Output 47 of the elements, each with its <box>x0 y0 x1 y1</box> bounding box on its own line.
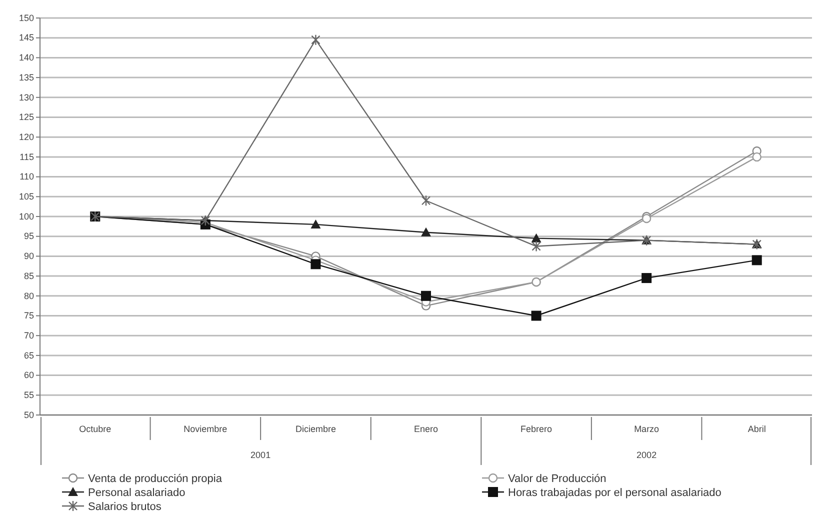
x-tick-label: Marzo <box>634 424 660 434</box>
y-tick-label: 135 <box>18 72 34 82</box>
point <box>311 34 320 46</box>
x-tick-label: Abril <box>748 424 766 434</box>
legend-label: Personal asalariado <box>88 486 186 499</box>
y-tick-label: 120 <box>18 132 34 142</box>
y-tick-label: 105 <box>18 192 34 202</box>
y-tick-label: 50 <box>24 410 34 420</box>
y-tick-label: 95 <box>24 231 34 242</box>
y-tick-label: 125 <box>18 112 34 122</box>
x-tick-label: Noviembre <box>184 424 228 434</box>
y-tick-label: 65 <box>24 350 34 360</box>
point <box>531 310 542 321</box>
legend-label: Venta de producción propia <box>88 472 223 485</box>
point <box>310 259 321 270</box>
y-tick-label: 90 <box>24 251 34 262</box>
point <box>310 219 321 228</box>
point <box>531 233 542 242</box>
text: 2001 <box>250 450 271 460</box>
x-tick-label: Febrero <box>520 424 552 434</box>
point <box>532 240 541 252</box>
point <box>421 227 431 236</box>
text: 2002 <box>636 450 657 460</box>
point <box>421 195 431 206</box>
y-tick-label: 150 <box>18 12 34 23</box>
y-tick-label: 75 <box>24 310 34 321</box>
x-tick-label: Octubre <box>79 424 112 434</box>
legend-label: Horas trabajadas por el personal asalariado <box>508 486 722 499</box>
legend-label: Valor de Producción <box>508 472 606 485</box>
y-tick-label: 80 <box>24 290 34 301</box>
point <box>752 152 762 162</box>
x-tick-label: Enero <box>414 424 438 434</box>
y-tick-label: 70 <box>24 330 34 340</box>
point <box>421 290 431 301</box>
y-tick-label: 60 <box>24 370 34 380</box>
y-tick-label: 115 <box>20 152 34 162</box>
legend-label: Salarios brutos <box>88 500 162 513</box>
point <box>642 273 652 284</box>
y-tick-label: 85 <box>24 270 34 281</box>
x-tick-label: Diciembre <box>295 424 336 434</box>
y-tick-label: 145 <box>18 32 34 43</box>
y-tick-label: 140 <box>18 52 34 63</box>
y-tick-label: 55 <box>24 390 34 400</box>
y-tick-label: 100 <box>18 211 34 222</box>
y-tick-label: 130 <box>18 92 34 102</box>
y-tick-label: 110 <box>20 172 34 182</box>
point <box>752 255 762 266</box>
